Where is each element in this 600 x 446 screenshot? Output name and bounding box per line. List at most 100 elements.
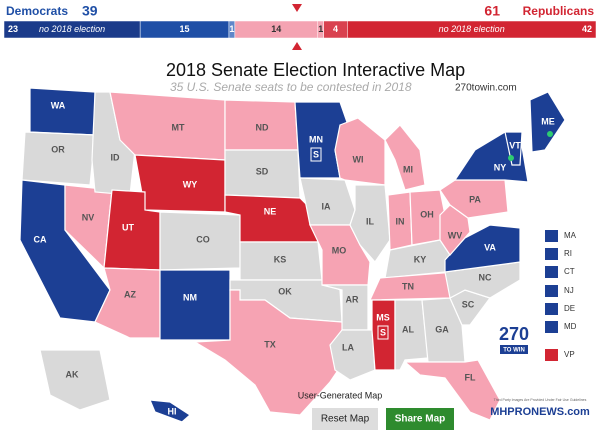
subtitle: 35 U.S. Senate seats to be contested in … <box>170 80 412 94</box>
segment-note: no 2018 election <box>439 24 505 34</box>
state-label: WI <box>353 154 364 164</box>
state <box>349 184 391 263</box>
segment-count: 23 <box>8 24 18 34</box>
small-states: MA RI CT NJ DE MD VP <box>545 230 577 361</box>
state-label: AR <box>346 294 359 304</box>
state-label: NE <box>264 206 277 216</box>
state <box>149 399 191 423</box>
state <box>529 91 566 153</box>
special-marker: S <box>313 149 319 159</box>
us-map: WA OR CA NV ID MT WY UT AZ CO NM ND SD NE KS OK TX MN S IA M… <box>19 87 566 423</box>
state <box>193 289 346 416</box>
logo-box <box>500 345 528 354</box>
small-state-box <box>545 285 558 297</box>
dem-total: 39 <box>82 3 98 19</box>
state-label: OH <box>420 209 434 219</box>
watermark-brand: MHPRONEWS.com <box>490 406 590 418</box>
state-label: WA <box>51 100 66 110</box>
segment-count: 42 <box>582 24 592 34</box>
share-label[interactable]: Share Map <box>395 414 446 425</box>
special-box <box>310 147 322 162</box>
small-state-box <box>545 303 558 315</box>
state-label: TN <box>402 281 414 291</box>
segment-note: no 2018 election <box>39 24 105 34</box>
logo-bottom: TO WIN <box>503 348 525 354</box>
state <box>384 124 426 191</box>
small-state-label: MD <box>564 322 577 331</box>
state-label: NV <box>82 212 95 222</box>
logo-top: 270 <box>499 324 529 344</box>
state-label: IN <box>396 216 405 226</box>
majority-marker <box>292 4 302 12</box>
small-state-box <box>545 248 558 260</box>
seat-segment <box>347 20 597 39</box>
state-label: NY <box>494 162 507 172</box>
state-label: MI <box>403 164 413 174</box>
small-state-label: NJ <box>564 286 574 295</box>
state-label: WV <box>448 230 463 240</box>
state-label: SC <box>462 299 475 309</box>
state-label: FL <box>465 372 476 382</box>
state-label: MS <box>376 312 390 322</box>
small-state-label: RI <box>564 249 572 258</box>
small-state-box <box>545 321 558 333</box>
state-label: NC <box>479 272 492 282</box>
segment-count: 4 <box>333 24 338 34</box>
site: 270towin.com <box>455 83 517 94</box>
state-label: LA <box>342 342 354 352</box>
segment-count: 1 <box>318 24 323 34</box>
state-label: VA <box>484 242 496 252</box>
state-label: CA <box>34 234 47 244</box>
state-label: UT <box>122 222 134 232</box>
majority-marker <box>292 42 302 50</box>
state-label: HI <box>168 406 177 416</box>
state-label: PA <box>469 194 481 204</box>
segment-count: 1 <box>229 24 234 34</box>
state-label: WY <box>183 179 198 189</box>
segment-count: 15 <box>180 24 190 34</box>
small-state-label: CT <box>564 267 575 276</box>
state-label: IA <box>322 201 332 211</box>
small-state-box <box>545 349 558 361</box>
state <box>21 131 96 186</box>
state-label: MN <box>309 134 323 144</box>
state-label: OK <box>278 286 292 296</box>
state-label: AZ <box>124 289 136 299</box>
state <box>29 87 96 136</box>
small-state-box <box>545 230 558 242</box>
state-label: TX <box>264 339 276 349</box>
state-label: AK <box>66 369 79 379</box>
segment-count: 14 <box>271 24 281 34</box>
state-label: CO <box>196 234 210 244</box>
state <box>334 117 386 186</box>
rep-total: 61 <box>484 3 500 19</box>
independent-dot <box>547 131 553 137</box>
state-label: ID <box>111 152 121 162</box>
state-label: MO <box>332 245 347 255</box>
state-label: KS <box>274 254 287 264</box>
reset-button[interactable] <box>312 408 378 430</box>
state-label: SD <box>256 166 269 176</box>
state <box>159 269 231 341</box>
state-label: KY <box>414 254 427 264</box>
state-label: AL <box>402 324 414 334</box>
small-state-label: MA <box>564 231 577 240</box>
reset-label[interactable]: Reset Map <box>321 414 370 425</box>
share-button[interactable] <box>386 408 454 430</box>
state-label: ND <box>256 122 269 132</box>
state <box>403 359 501 421</box>
independent-dot <box>508 155 514 161</box>
small-state-label: VP <box>564 350 575 359</box>
special-box <box>377 325 389 340</box>
small-state-label: DE <box>564 304 575 313</box>
state <box>134 154 226 213</box>
state <box>504 131 523 166</box>
footer-caption: User-Generated Map <box>298 390 383 400</box>
title: 2018 Senate Election Interactive Map <box>166 60 465 80</box>
small-state-box <box>545 266 558 278</box>
state <box>421 297 466 363</box>
state-label: ME <box>541 116 555 126</box>
rep-label: Republicans <box>523 4 595 18</box>
